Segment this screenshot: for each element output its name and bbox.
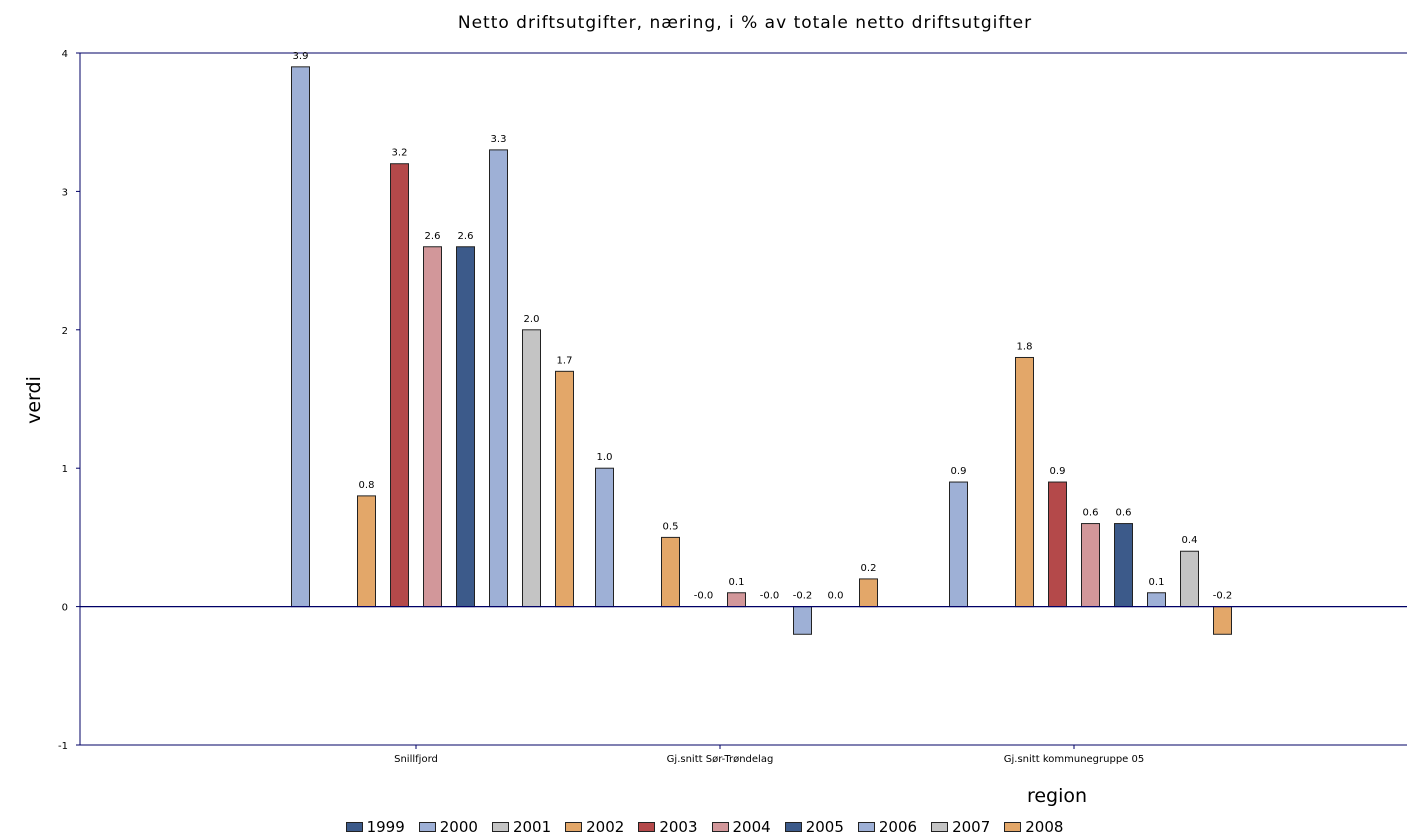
- data-label: -0.2: [793, 591, 813, 602]
- legend-label: 2004: [732, 818, 771, 836]
- legend-swatch: [638, 822, 656, 832]
- data-label: 0.9: [1050, 466, 1066, 477]
- data-label: 0.8: [359, 480, 375, 491]
- bar: [1213, 606, 1232, 635]
- bar: [357, 495, 376, 608]
- data-label: 2.0: [524, 314, 540, 325]
- legend-item: 2004: [711, 818, 771, 836]
- y-tick-label: 2: [62, 326, 68, 337]
- x-axis: Snillfjord Gj.snitt Sør-Trøndelag Gj.snitt…: [394, 745, 1144, 765]
- y-tick-label: 4: [62, 49, 68, 60]
- legend-label: 2001: [512, 818, 552, 836]
- bar: [859, 578, 878, 608]
- legend-swatch: [857, 822, 875, 832]
- bar: [1048, 481, 1067, 608]
- bar: [1114, 523, 1133, 608]
- legend-swatch: [1004, 822, 1022, 832]
- legend-label: 2003: [659, 818, 698, 836]
- bar: [1081, 523, 1100, 608]
- data-label: 0.2: [861, 563, 877, 574]
- y-tick-label: 3: [62, 187, 68, 198]
- legend-swatch: [345, 822, 363, 832]
- legend-swatch: [784, 822, 802, 832]
- y-tick-label: 0: [62, 603, 68, 614]
- data-label: 0.9: [951, 466, 967, 477]
- legend-label: 2000: [439, 818, 478, 836]
- legend-swatch: [711, 822, 729, 832]
- legend-label: 1999: [366, 818, 405, 836]
- category-label: Snillfjord: [394, 754, 438, 765]
- bar: [661, 536, 680, 608]
- legend-item: 2007: [931, 818, 990, 836]
- bar: [489, 149, 508, 608]
- legend-label: 2002: [586, 818, 625, 836]
- data-label: 0.6: [1083, 508, 1099, 519]
- plot-area: [79, 52, 1407, 746]
- legend-item: 2003: [638, 818, 698, 836]
- data-labels: 3.9 0.8 3.2 2.6 2.6 3.3 2.0 1.7 1.0 0.5 -0.0 0.1 -0.…: [293, 51, 1233, 602]
- legend-item: 2002: [565, 818, 624, 836]
- data-label: -0.2: [1213, 591, 1233, 602]
- bar: [1180, 550, 1199, 608]
- chart-title: Netto driftsutgifter, næring, i % av tot…: [458, 13, 1032, 33]
- data-label: -0.0: [760, 591, 780, 602]
- data-label: 2.6: [458, 231, 474, 242]
- data-label: 1.0: [597, 452, 613, 463]
- data-label: 0.5: [663, 521, 679, 532]
- legend-label: 2007: [952, 818, 991, 836]
- data-label: 1.8: [1017, 341, 1033, 352]
- data-label: 0.6: [1116, 508, 1132, 519]
- data-label: 0.1: [1149, 577, 1165, 588]
- bars: [291, 66, 1232, 635]
- data-label: 3.9: [293, 51, 309, 62]
- y-axis: 4 3 2 1 0 -1: [58, 49, 80, 752]
- y-tick-label: 1: [62, 464, 68, 475]
- legend-item: 2000: [418, 818, 478, 836]
- bar: [727, 592, 746, 608]
- bar: [1147, 592, 1166, 608]
- category-label: Gj.snitt kommunegruppe 05: [1004, 754, 1144, 765]
- legend-swatch: [491, 822, 509, 832]
- data-label: 0.1: [729, 577, 745, 588]
- legend-swatch: [565, 822, 583, 832]
- bar: [1015, 356, 1034, 608]
- data-label: 3.2: [392, 148, 408, 159]
- legend-item: 2008: [1004, 818, 1063, 836]
- bar: [595, 467, 614, 608]
- bar: [793, 606, 812, 635]
- bar: [390, 163, 409, 608]
- data-label: 0.0: [828, 591, 844, 602]
- legend-item: 2005: [784, 818, 844, 836]
- data-label: 0.4: [1182, 535, 1198, 546]
- bar: [555, 370, 574, 608]
- bar: [949, 481, 968, 608]
- data-label: 2.6: [425, 231, 441, 242]
- legend-item: 1999: [345, 818, 405, 836]
- data-label: 1.7: [557, 355, 573, 366]
- legend-item: 2006: [857, 818, 918, 836]
- x-axis-title: region: [1027, 785, 1087, 807]
- bar: [423, 246, 442, 608]
- legend-label: 2008: [1025, 818, 1064, 836]
- bar: [291, 66, 310, 608]
- bar: [522, 329, 541, 608]
- y-axis-title: verdi: [23, 376, 45, 424]
- y-tick-label: -1: [58, 741, 68, 752]
- legend-label: 2006: [878, 818, 918, 836]
- legend-item: 2001: [491, 818, 552, 836]
- bar: [456, 246, 475, 608]
- data-label: -0.0: [694, 591, 714, 602]
- legend-label: 2005: [805, 818, 844, 836]
- legend-swatch: [418, 822, 436, 832]
- legend-swatch: [931, 822, 949, 832]
- legend: 1999 2000 2001 2002 2003 2004 2005 2006 2007 2008: [0, 818, 1409, 836]
- data-label: 3.3: [491, 134, 507, 145]
- category-label: Gj.snitt Sør-Trøndelag: [667, 754, 774, 765]
